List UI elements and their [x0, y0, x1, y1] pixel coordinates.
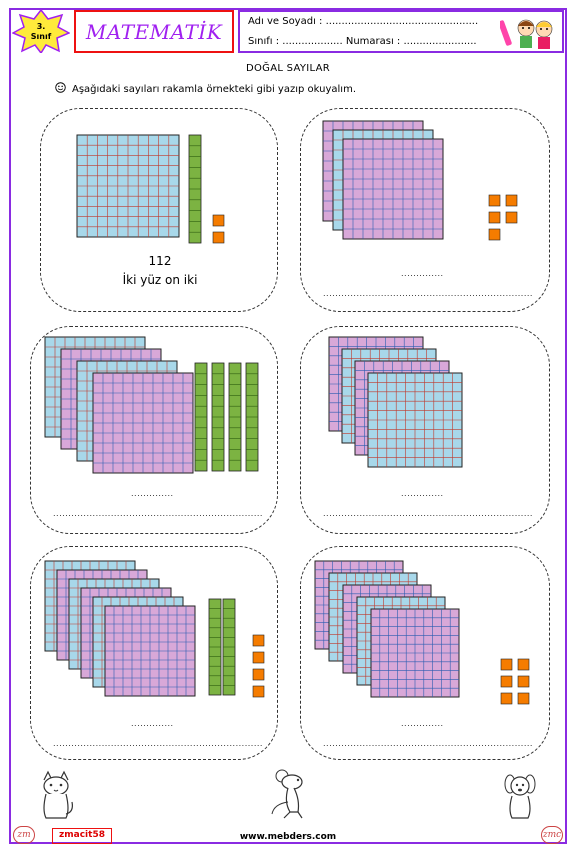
- exercise-card-5: .............. .........................…: [30, 546, 278, 760]
- one-cube: [500, 675, 513, 688]
- footer-logo-right: zmc: [541, 826, 563, 844]
- base-ten-blocks-6: [314, 560, 530, 705]
- subject-title: MATEMATİK: [85, 19, 223, 44]
- kids-icon: [500, 19, 553, 49]
- instruction-text: Aşağıdaki sayıları rakamla örnekteki gib…: [72, 84, 356, 95]
- number-answer-blank[interactable]: ..............: [401, 719, 444, 728]
- footer-author-tag: zmacit58: [52, 828, 112, 844]
- cat-icon: [43, 770, 73, 819]
- ten-rod: [222, 598, 236, 696]
- words-answer-blank[interactable]: ........................................…: [53, 509, 263, 518]
- words-answer-blank[interactable]: ........................................…: [53, 739, 263, 748]
- one-cube: [488, 228, 501, 241]
- footer-url-link[interactable]: www.mebders.com: [239, 832, 337, 842]
- one-cube: [252, 685, 265, 698]
- hundred-block: [367, 372, 463, 468]
- one-cube: [252, 634, 265, 647]
- grade-label: Sınıf: [30, 32, 52, 41]
- one-cube: [252, 668, 265, 681]
- student-info-box: Adı ve Soyadı : ........................…: [238, 10, 564, 53]
- exercise-card-1: 112 İki yüz on iki: [40, 108, 278, 312]
- one-cube: [488, 211, 501, 224]
- number-answer-blank[interactable]: ..............: [131, 489, 174, 498]
- hundred-block: [76, 134, 180, 238]
- base-ten-blocks-3: [44, 336, 259, 474]
- dog-icon: [504, 774, 536, 819]
- ten-rod: [208, 598, 222, 696]
- hundred-block: [342, 138, 444, 240]
- instruction: Aşağıdaki sayıları rakamla örnekteki gib…: [55, 82, 356, 95]
- name-field[interactable]: Adı ve Soyadı : ........................…: [248, 16, 479, 27]
- number-answer-blank[interactable]: ..............: [401, 489, 444, 498]
- one-cube: [212, 214, 225, 227]
- base-ten-blocks-5: [44, 560, 265, 698]
- one-cube: [212, 231, 225, 244]
- hundred-block: [92, 372, 194, 474]
- one-cube: [517, 675, 530, 688]
- ten-rod: [194, 362, 208, 472]
- example-number: 112: [148, 254, 172, 268]
- footer-logo-left: zm: [13, 826, 35, 844]
- words-answer-blank[interactable]: ........................................…: [323, 739, 533, 748]
- number-answer-blank[interactable]: ..............: [401, 269, 444, 278]
- mouse-icon: [271, 769, 303, 819]
- exercise-card-4: .............. .........................…: [300, 326, 550, 534]
- one-cube: [505, 194, 518, 207]
- class-number-field[interactable]: Sınıfı : ................... Numarası : …: [248, 36, 477, 47]
- ten-rod: [211, 362, 225, 472]
- subject-title-box: MATEMATİK: [74, 10, 234, 53]
- base-ten-blocks-1: [76, 134, 225, 244]
- example-words: İki yüz on iki: [122, 273, 198, 287]
- grade-number: 3.: [36, 22, 46, 31]
- grade-badge: 3. Sınıf: [11, 8, 71, 55]
- smiley-icon: [55, 82, 66, 95]
- words-answer-blank[interactable]: ........................................…: [323, 509, 533, 518]
- one-cube: [488, 194, 501, 207]
- ten-rod: [228, 362, 242, 472]
- base-ten-blocks-2: [322, 120, 518, 241]
- worksheet-title: DOĞAL SAYILAR: [245, 63, 331, 74]
- page-frame: [9, 8, 567, 844]
- hundred-block: [370, 608, 460, 698]
- exercise-card-2: .............. .........................…: [300, 108, 550, 312]
- number-answer-blank[interactable]: ..............: [131, 719, 174, 728]
- exercise-card-3: .............. .........................…: [30, 326, 278, 534]
- ten-rod: [245, 362, 259, 472]
- hundred-block: [104, 605, 196, 697]
- one-cube: [517, 692, 530, 705]
- one-cube: [500, 692, 513, 705]
- one-cube: [252, 651, 265, 664]
- base-ten-blocks-4: [328, 336, 463, 468]
- words-answer-blank[interactable]: ........................................…: [323, 289, 533, 298]
- one-cube: [500, 658, 513, 671]
- footer: zm zmacit58 www.mebders.com zmc: [9, 820, 567, 844]
- one-cube: [517, 658, 530, 671]
- one-cube: [505, 211, 518, 224]
- ten-rod: [188, 134, 202, 244]
- exercise-card-6: .............. .........................…: [300, 546, 550, 760]
